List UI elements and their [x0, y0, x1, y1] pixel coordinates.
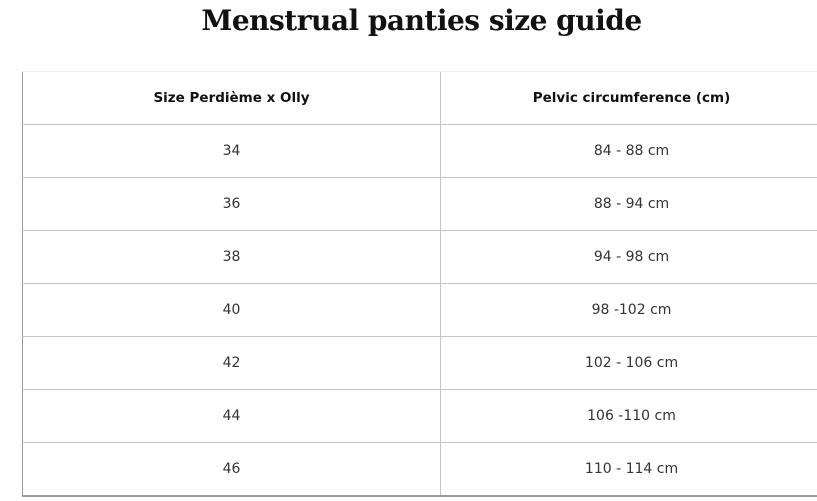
table-row: 36 88 - 94 cm — [22, 177, 817, 231]
circumference-cell: 88 - 94 cm — [440, 177, 817, 231]
table-row: 38 94 - 98 cm — [22, 230, 817, 284]
table-row: 42 102 - 106 cm — [22, 336, 817, 390]
size-cell: 38 — [22, 230, 441, 284]
size-cell: 40 — [22, 283, 441, 337]
size-cell: 42 — [22, 336, 441, 390]
size-cell: 36 — [22, 177, 441, 231]
circumference-cell: 106 -110 cm — [440, 389, 817, 443]
size-cell: 34 — [22, 124, 441, 178]
circumference-cell: 84 - 88 cm — [440, 124, 817, 178]
table-row: 40 98 -102 cm — [22, 283, 817, 337]
size-cell: 46 — [22, 442, 441, 497]
page-title: Menstrual panties size guide — [201, 4, 642, 37]
header-size: Size Perdième x Olly — [22, 71, 441, 125]
circumference-cell: 110 - 114 cm — [440, 442, 817, 497]
circumference-cell: 98 -102 cm — [440, 283, 817, 337]
table-row: 46 110 - 114 cm — [22, 442, 817, 497]
size-guide-table: Size Perdième x Olly Pelvic circumferenc… — [22, 71, 817, 497]
circumference-cell: 94 - 98 cm — [440, 230, 817, 284]
header-pelvic-circumference: Pelvic circumference (cm) — [440, 71, 817, 125]
table-row: 34 84 - 88 cm — [22, 124, 817, 178]
table-header-row: Size Perdième x Olly Pelvic circumferenc… — [22, 71, 817, 125]
circumference-cell: 102 - 106 cm — [440, 336, 817, 390]
table-row: 44 106 -110 cm — [22, 389, 817, 443]
size-cell: 44 — [22, 389, 441, 443]
